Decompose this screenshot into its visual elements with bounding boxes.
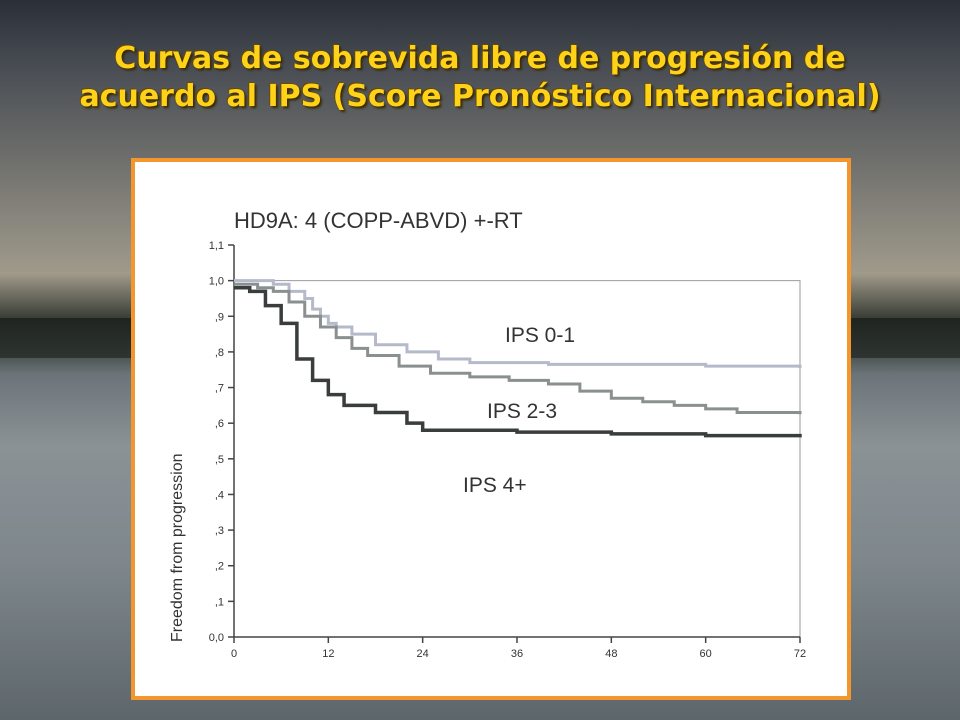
y-axis-label: Freedom from progression [169,453,186,642]
chart-frame: HD9A: 4 (COPP-ABVD) +-RT Freedom from pr… [131,158,851,700]
chart-title: HD9A: 4 (COPP-ABVD) +-RT [234,208,523,233]
y-tick-label: ,3 [215,525,224,537]
series-lines [234,279,802,438]
y-tick-label: ,6 [215,418,224,430]
series-label: IPS 2-3 [487,400,557,423]
y-tick-label: ,2 [215,561,224,573]
y-tick-label: 0,0 [209,632,224,644]
y-tick-label: ,5 [215,454,224,466]
y-tick-label: ,9 [215,311,224,323]
x-tick-label: 60 [700,648,712,660]
x-tick-label: 12 [322,648,334,660]
slide-title-line-2: acuerdo al IPS (Score Pronóstico Interna… [79,79,881,114]
y-tick-label: 1,1 [209,240,224,252]
survival-chart: HD9A: 4 (COPP-ABVD) +-RT Freedom from pr… [169,208,806,660]
series-label: IPS 0-1 [505,324,575,347]
x-tick-label: 24 [417,648,429,660]
series-label: IPS 4+ [463,474,527,497]
series-line [234,279,802,368]
series-line [234,286,802,438]
x-tick-label: 36 [511,648,523,660]
y-tick-label: ,4 [215,489,224,501]
y-tick-label: ,8 [215,347,224,359]
x-tick-label: 72 [794,648,806,660]
x-tick-label: 0 [231,648,237,660]
y-tick-label: 1,0 [209,276,224,288]
y-tick-label: ,7 [215,383,224,395]
y-tick-label: ,1 [215,596,224,608]
series-labels: IPS 0-1 IPS 2-3 IPS 4+ [463,324,575,497]
axes: 0,0 ,1 ,2 ,3 ,4 ,5 ,6 ,7 ,8 ,9 1,0 1,1 0 12 24 36 48 60 72 [209,240,806,660]
x-tick-label: 48 [605,648,617,660]
slide-title: Curvas de sobrevida libre de progresión … [0,40,960,116]
series-line [234,282,802,415]
slide-title-line-1: Curvas de sobrevida libre de progresión … [114,41,846,76]
